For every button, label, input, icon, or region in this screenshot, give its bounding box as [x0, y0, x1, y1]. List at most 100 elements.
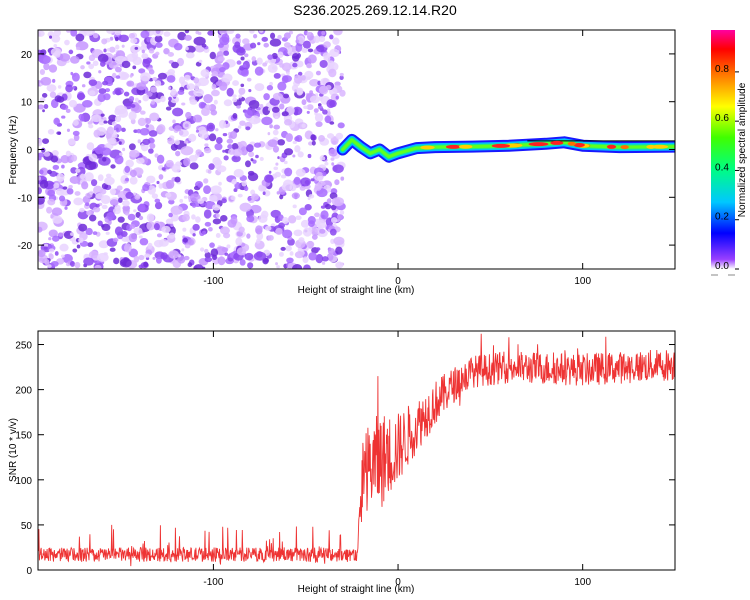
noise-blob	[132, 65, 137, 70]
noise-blob	[78, 223, 88, 232]
noise-blob	[118, 34, 129, 43]
noise-blob	[252, 33, 258, 39]
noise-blob	[283, 93, 290, 99]
noise-blob	[141, 49, 146, 54]
noise-blob	[262, 62, 268, 67]
noise-blob	[139, 127, 150, 136]
noise-blob	[323, 41, 331, 48]
noise-blob	[272, 92, 283, 101]
noise-blob	[315, 247, 321, 251]
noise-blob	[101, 204, 108, 210]
signal-hotspot	[620, 145, 629, 150]
noise-blob	[314, 212, 320, 218]
noise-blob	[122, 200, 130, 207]
noise-blob	[142, 138, 151, 146]
noise-blob	[62, 186, 68, 190]
noise-blob	[193, 88, 205, 97]
noise-blob	[97, 174, 104, 182]
noise-blob	[321, 30, 326, 36]
noise-blob	[306, 31, 312, 36]
noise-blob	[87, 121, 93, 125]
noise-blob	[269, 38, 282, 47]
noise-blob	[88, 123, 94, 129]
noise-blob	[134, 46, 139, 50]
colorbar-tick-label: 0.6	[715, 113, 729, 124]
noise-blob	[68, 99, 78, 108]
noise-blob	[60, 254, 65, 258]
noise-blob	[221, 247, 229, 253]
noise-blob	[327, 248, 336, 255]
noise-blob	[238, 226, 245, 233]
noise-blob	[337, 122, 345, 129]
noise-blob	[238, 87, 246, 95]
noise-blob	[167, 137, 175, 145]
noise-blob	[226, 87, 234, 97]
noise-blob	[50, 260, 59, 267]
noise-blob	[296, 89, 303, 96]
noise-blob	[339, 89, 346, 97]
noise-blob	[153, 239, 164, 248]
noise-blob	[304, 204, 312, 211]
noise-blob	[247, 262, 254, 269]
noise-blob	[174, 139, 180, 145]
colorbar-tick-label: 0.4	[715, 162, 729, 173]
noise-blob	[181, 248, 185, 252]
noise-blob	[125, 212, 130, 216]
noise-blob	[90, 179, 98, 187]
noise-blob	[292, 106, 303, 116]
noise-blob	[39, 68, 46, 75]
noise-blob	[47, 198, 56, 206]
noise-blob	[71, 154, 78, 162]
noise-blob	[273, 72, 281, 79]
noise-blob	[112, 237, 119, 243]
noise-blob	[115, 75, 121, 79]
noise-blob	[333, 236, 345, 246]
noise-blob	[315, 70, 321, 76]
noise-blob	[129, 169, 137, 178]
noise-blob	[76, 46, 81, 51]
noise-blob	[328, 148, 338, 157]
noise-blob	[253, 142, 262, 148]
noise-blob	[122, 147, 126, 152]
noise-blob	[321, 256, 329, 262]
noise-blob	[48, 248, 55, 253]
noise-blob	[74, 191, 81, 196]
noise-blob	[242, 63, 247, 68]
noise-blob	[168, 212, 173, 218]
noise-blob	[193, 264, 204, 269]
noise-blob	[73, 197, 84, 206]
noise-blob	[220, 215, 228, 222]
noise-blob	[310, 178, 315, 182]
noise-blob	[251, 56, 257, 62]
noise-blob	[275, 262, 278, 266]
noise-blob	[155, 30, 161, 35]
noise-blob	[203, 185, 211, 195]
noise-blob	[292, 154, 296, 158]
noise-blob	[155, 51, 160, 56]
noise-blob	[311, 228, 318, 236]
noise-blob	[150, 86, 158, 93]
noise-blob	[239, 120, 246, 126]
snr-y-tick-label: 100	[15, 476, 32, 487]
noise-blob	[193, 114, 202, 123]
noise-blob	[155, 42, 163, 48]
noise-blob	[107, 137, 117, 145]
noise-blob	[95, 203, 100, 208]
noise-blob	[133, 129, 138, 133]
noise-blob	[201, 107, 210, 117]
noise-blob	[183, 195, 188, 199]
noise-blob	[240, 69, 249, 77]
noise-blob	[335, 95, 339, 100]
noise-blob	[133, 255, 140, 263]
noise-blob	[128, 143, 136, 151]
noise-blob	[147, 242, 153, 250]
noise-blob	[78, 237, 84, 243]
noise-blob	[192, 223, 200, 231]
noise-blob	[152, 256, 156, 260]
noise-blob	[319, 59, 328, 68]
noise-blob	[245, 126, 251, 131]
page-title: S236.2025.269.12.14.R20	[293, 2, 457, 18]
noise-blob	[70, 71, 74, 76]
noise-blob	[125, 177, 130, 182]
noise-blob	[328, 68, 337, 78]
